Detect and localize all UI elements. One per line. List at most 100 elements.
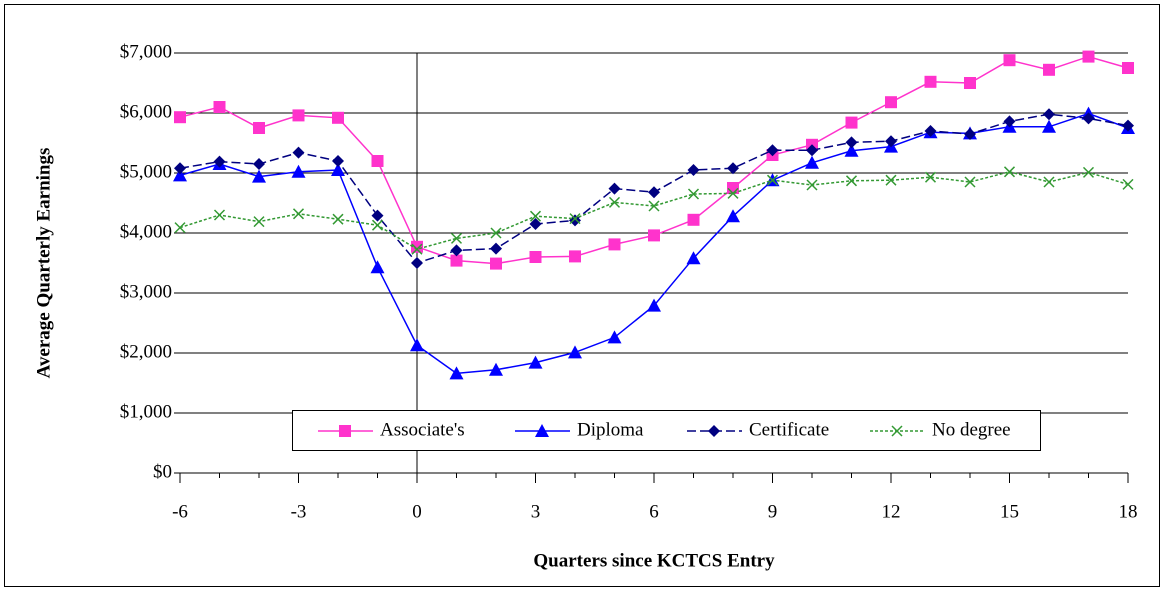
y-tick-label: $3,000: [120, 281, 172, 302]
data-point: [727, 182, 739, 194]
data-point: [1082, 112, 1095, 125]
data-point: [529, 218, 542, 230]
data-point: [528, 355, 543, 369]
data-point: [411, 243, 423, 255]
y-tick-label: $6,000: [120, 101, 172, 122]
data-point: [924, 171, 937, 183]
data-point: [292, 109, 305, 122]
data-point: [252, 169, 266, 183]
x-tick-label: 3: [531, 501, 541, 522]
data-point: [490, 257, 502, 270]
data-point: [648, 200, 660, 212]
legend-marker: [891, 425, 903, 437]
data-point: [213, 209, 226, 221]
data-point: [371, 219, 384, 231]
data-point: [410, 338, 424, 352]
y-tick-label: $7,000: [120, 41, 172, 62]
y-tick-label: $4,000: [120, 221, 172, 242]
data-point: [569, 214, 581, 227]
data-point: [964, 176, 976, 188]
data-point: [253, 216, 265, 228]
data-point: [647, 298, 661, 312]
data-point: [332, 111, 344, 124]
data-point: [687, 188, 700, 200]
x-axis-title: Quarters since KCTCS Entry: [533, 550, 775, 571]
data-point: [332, 213, 344, 225]
data-point: [291, 164, 306, 178]
data-point: [727, 162, 739, 175]
data-point: [686, 251, 701, 265]
y-tick-label: $2,000: [120, 341, 172, 362]
data-point: [253, 122, 265, 134]
data-point: [766, 144, 779, 157]
data-point: [845, 136, 858, 149]
data-point: [450, 244, 463, 257]
data-point: [370, 260, 385, 274]
y-tick-label: $1,000: [120, 401, 172, 422]
data-point: [845, 175, 858, 187]
data-point: [1003, 166, 1016, 178]
data-point: [1003, 54, 1016, 67]
legend-label: Diploma: [577, 419, 644, 440]
data-point: [924, 125, 937, 137]
data-point: [173, 168, 187, 182]
data-point: [411, 257, 423, 269]
legend-marker: [708, 425, 720, 437]
data-point: [489, 362, 503, 376]
data-point: [806, 179, 818, 191]
data-point: [608, 238, 621, 251]
data-point: [885, 96, 897, 109]
data-point: [1043, 176, 1055, 188]
x-tick-label: 9: [768, 501, 778, 522]
legend-marker: [535, 424, 549, 437]
y-tick-label: $0: [153, 461, 172, 482]
data-point: [727, 187, 739, 199]
data-point: [726, 209, 740, 223]
data-point: [568, 345, 582, 359]
x-tick-label: -6: [172, 501, 188, 522]
data-point: [1042, 119, 1056, 133]
data-point: [766, 174, 779, 186]
data-point: [608, 182, 621, 195]
data-point: [490, 227, 502, 239]
data-point: [292, 146, 305, 159]
data-point: [174, 162, 186, 175]
data-point: [964, 77, 976, 89]
data-point: [1122, 119, 1134, 132]
data-point: [924, 75, 937, 88]
data-point: [687, 164, 700, 176]
legend-label: Associate's: [380, 419, 465, 440]
data-point: [1122, 62, 1134, 74]
data-point: [885, 174, 897, 186]
chart-frame: [4, 4, 1160, 587]
data-point: [608, 196, 621, 208]
x-tick-label: 6: [649, 501, 659, 522]
data-point: [964, 128, 976, 140]
data-point: [371, 155, 384, 167]
data-point: [1082, 50, 1095, 63]
data-point: [845, 116, 858, 129]
y-axis-title: Average Quarterly Earnings: [33, 148, 54, 379]
legend: Associate's Diploma Certificate No degree: [292, 410, 1041, 451]
data-point: [213, 155, 226, 168]
data-point: [806, 144, 818, 157]
data-point: [687, 213, 700, 226]
data-point: [449, 366, 464, 380]
legend-marker: [339, 425, 351, 437]
x-tick-label: 15: [1000, 501, 1019, 522]
data-point: [529, 210, 542, 222]
data-point: [1122, 178, 1134, 190]
data-point: [805, 155, 819, 169]
legend-label: Certificate: [749, 419, 829, 440]
data-point: [529, 251, 542, 263]
data-point: [1043, 63, 1055, 76]
data-point: [569, 213, 581, 225]
data-point: [331, 163, 345, 176]
data-point: [450, 232, 463, 244]
data-point: [569, 250, 581, 263]
data-point: [174, 222, 186, 234]
y-tick-label: $5,000: [120, 161, 172, 182]
data-point: [174, 111, 186, 124]
legend-label: No degree: [932, 419, 1011, 440]
